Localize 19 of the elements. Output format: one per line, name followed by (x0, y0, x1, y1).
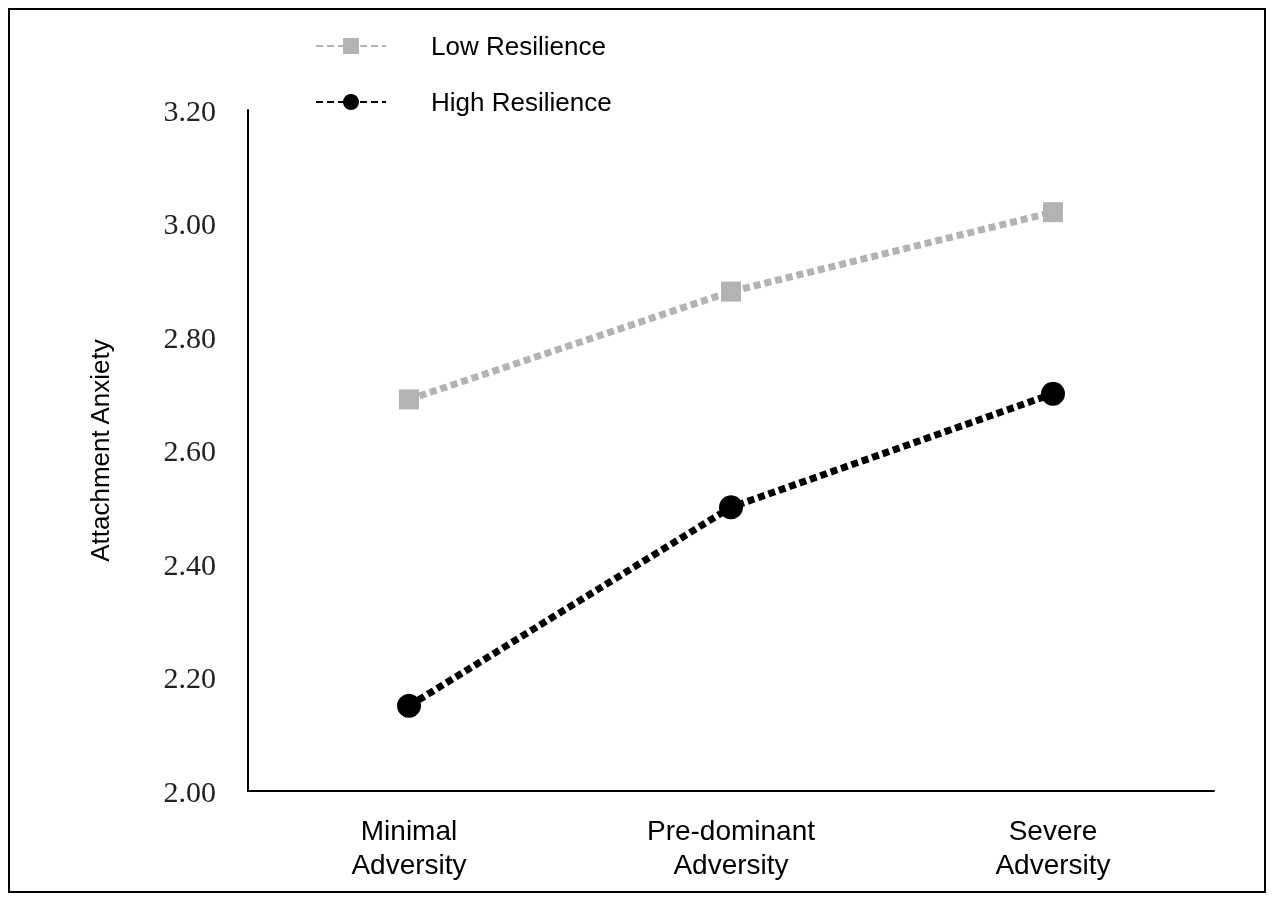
legend-label: Low Resilience (431, 31, 606, 61)
point (397, 693, 421, 718)
point (1041, 381, 1065, 406)
x-tick-label: Severe Adversity (995, 814, 1111, 880)
point (399, 389, 419, 410)
y-tick-label: 2.80 (163, 320, 216, 354)
y-tick-label: 2.00 (163, 774, 216, 808)
point (1043, 202, 1063, 223)
y-tick-label: 3.20 (163, 93, 216, 127)
y-tick-label: 2.40 (163, 547, 216, 581)
legend-label: High Resilience (431, 87, 612, 117)
x-tick-label: Minimal Adversity (351, 814, 467, 880)
x-tick-label: Pre-dominant Adversity (646, 814, 816, 880)
point (719, 495, 743, 520)
y-tick-label: 2.60 (163, 434, 216, 467)
y-tick-label: 3.00 (163, 207, 216, 240)
y-axis-title: Attachment Anxiety (85, 339, 115, 562)
y-tick-label: 2.20 (163, 661, 216, 694)
point (721, 281, 741, 302)
